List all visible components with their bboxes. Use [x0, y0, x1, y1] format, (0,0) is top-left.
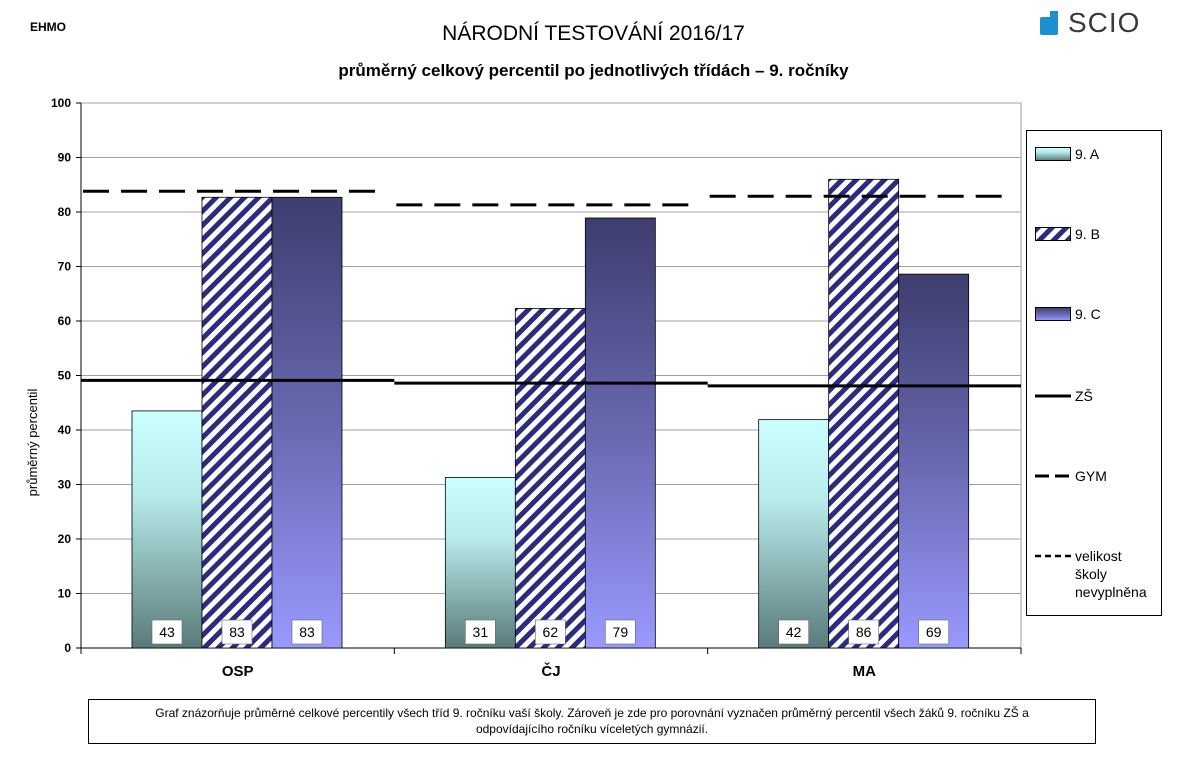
legend-label: ZŠ: [1075, 388, 1093, 404]
legend-label: velikost školy nevyplněna: [1075, 548, 1147, 600]
x-category-label: MA: [853, 663, 876, 680]
scio-logo: SCIO: [1040, 6, 1140, 40]
chart-legend: 9. A 9. B 9. C ZŠ GYM velikost školy nevyplně…: [1026, 130, 1162, 616]
chart-subtitle: průměrný celkový percentil po jednotlivý…: [338, 61, 849, 80]
legend-swatch: [1035, 389, 1071, 403]
legend-label: GYM: [1075, 468, 1107, 484]
data-label: 83: [229, 624, 245, 640]
data-label-box: [465, 619, 496, 645]
bar-9b: [828, 178, 900, 649]
y-tick-label: 0: [64, 641, 71, 655]
bar-9a: [444, 477, 516, 649]
legend-swatch: [1035, 227, 1071, 241]
legend-swatch: [1035, 549, 1071, 563]
data-label-box: [848, 619, 879, 645]
scio-logo-icon: [1040, 11, 1062, 35]
legend-item-9b: 9. B: [1035, 226, 1100, 243]
data-label-box: [918, 619, 949, 645]
y-tick-label: 90: [58, 151, 72, 165]
data-label-box: [151, 619, 183, 645]
y-tick-label: 60: [58, 314, 72, 328]
data-label-box: [605, 619, 636, 645]
y-tick-label: 20: [58, 532, 72, 546]
y-tick-label: 100: [51, 96, 71, 110]
legend-label: 9. A: [1075, 146, 1100, 162]
data-label: 62: [543, 624, 559, 640]
bar-9b: [514, 308, 586, 649]
bar-9b: [201, 196, 273, 649]
legend-item-zs: ZŠ: [1035, 388, 1093, 405]
bar-9c: [271, 196, 343, 649]
data-label: 42: [786, 624, 802, 640]
bar-9a: [758, 419, 830, 649]
data-label: 31: [473, 624, 489, 640]
legend-item-gym: GYM: [1035, 468, 1107, 485]
legend-swatch: [1035, 147, 1071, 161]
data-label: 43: [159, 624, 175, 640]
data-label-box: [778, 619, 809, 645]
chart-caption: Graf znázorňuje průměrné celkové percent…: [88, 699, 1096, 744]
bar-9c: [584, 217, 656, 649]
x-category-label: OSP: [222, 663, 254, 680]
legend-label: 9. C: [1075, 306, 1101, 322]
chart-title: NÁRODNÍ TESTOVÁNÍ 2016/17: [442, 22, 745, 45]
bar-9c: [898, 273, 970, 649]
y-tick-label: 10: [58, 587, 72, 601]
legend-swatch: [1035, 307, 1071, 321]
legend-item-9a: 9. A: [1035, 146, 1100, 163]
y-tick-label: 80: [58, 205, 72, 219]
legend-label: 9. B: [1075, 226, 1100, 242]
logo-text: SCIO: [1068, 7, 1141, 38]
data-label: 69: [926, 624, 942, 640]
data-label: 79: [613, 624, 629, 640]
bar-chart: 0 10 20 30 40 50 60 70 80 90 100 průměrný percentil…: [25, 96, 1022, 680]
corner-label: EHMO: [30, 20, 66, 34]
data-label-box: [535, 619, 566, 645]
bar-9a: [131, 410, 203, 649]
y-tick-label: 70: [58, 260, 72, 274]
data-label-box: [291, 619, 323, 645]
y-axis-label: průměrný percentil: [25, 389, 40, 497]
data-label: 83: [299, 624, 315, 640]
data-label: 86: [856, 624, 872, 640]
y-tick-label: 50: [58, 369, 72, 383]
legend-item-9c: 9. C: [1035, 306, 1101, 323]
y-tick-label: 30: [58, 478, 72, 492]
y-tick-label: 40: [58, 423, 72, 437]
legend-swatch: [1035, 469, 1071, 483]
data-label-box: [221, 619, 253, 645]
x-category-label: ČJ: [541, 662, 560, 680]
legend-item-school-size: velikost školy nevyplněna: [1035, 548, 1147, 601]
